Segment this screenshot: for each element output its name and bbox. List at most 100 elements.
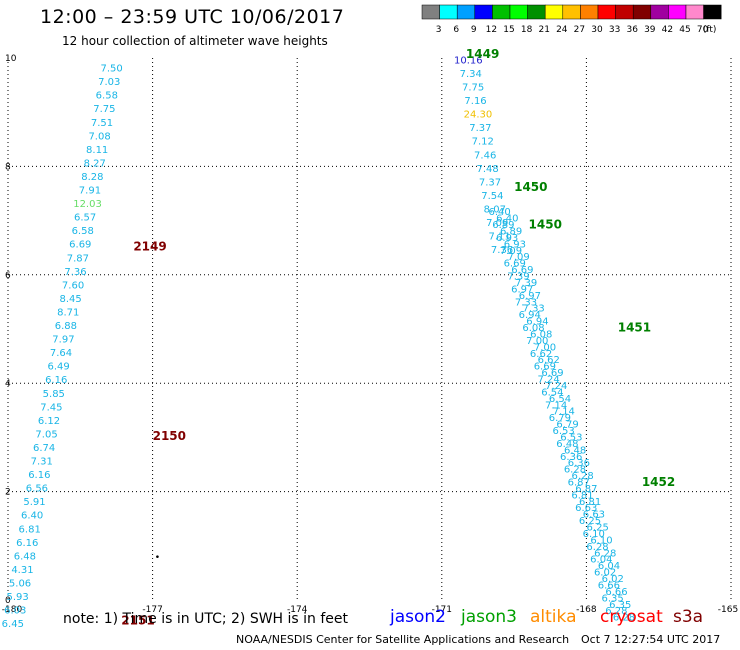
data-dot <box>156 555 159 558</box>
wave-height-value: 6.02 <box>602 574 624 585</box>
legend-altika: altika <box>530 607 577 627</box>
wave-height-value: 6.94 <box>526 317 548 328</box>
timestamp: Oct 7 12:27:54 UTC 2017 <box>581 633 721 646</box>
wave-height-value: 5.93 <box>7 592 29 603</box>
page-subtitle: 12 hour collection of altimeter wave hei… <box>62 34 328 48</box>
wave-height-value: 6.97 <box>511 284 533 295</box>
wave-height-value: 6.81 <box>579 497 601 508</box>
color-scale-label: 9 <box>471 25 477 35</box>
page-title: 12:00 – 23:59 UTC 10/06/2017 <box>40 6 345 28</box>
wave-height-value: 6.36 <box>560 452 582 463</box>
wave-height-value: 7.60 <box>62 280 84 291</box>
wave-height-value: 6.93 <box>504 239 526 250</box>
color-swatch <box>615 4 634 20</box>
wave-height-value: 6.54 <box>549 394 571 405</box>
pass-time-label: 1450 <box>514 180 547 194</box>
wave-height-value: 6.81 <box>571 490 593 501</box>
wave-height-value: 6.25 <box>579 516 601 527</box>
wave-height-value: 7.46 <box>474 150 496 161</box>
wave-height-value: 6.81 <box>19 524 41 535</box>
wave-height-value: 6.88 <box>55 321 77 332</box>
wave-height-value: 7.14 <box>545 400 567 411</box>
wave-height-value: 6.16 <box>16 538 38 549</box>
wave-height-value: 6.16 <box>28 470 50 481</box>
color-scale-label: 12 <box>486 25 497 35</box>
color-swatch <box>562 4 581 20</box>
wave-height-value: 7.51 <box>91 118 113 129</box>
color-swatch <box>509 4 528 20</box>
wave-height-value: 6.62 <box>538 355 560 366</box>
wave-height-value: 8.45 <box>60 294 82 305</box>
wave-height-value: 7.33 <box>515 297 537 308</box>
wave-height-value: 7.24 <box>537 375 559 386</box>
wave-height-value: 7.09 <box>507 252 529 263</box>
color-scale-label: 33 <box>609 25 620 35</box>
x-tick-label: -174 <box>287 605 308 615</box>
wave-height-value: 5.91 <box>23 497 45 508</box>
wave-height-value: 6.02 <box>594 568 616 579</box>
wave-height-value: 6.28 <box>605 606 627 617</box>
wave-height-value: 6.87 <box>568 478 590 489</box>
wave-height-value: 6.48 <box>556 439 578 450</box>
wave-height-value: 8.11 <box>86 145 108 156</box>
wave-height-value: 7.50 <box>100 64 122 75</box>
wave-height-value: 6.28 <box>571 471 593 482</box>
wave-height-value: 6.49 <box>47 362 69 373</box>
wave-height-value: 5.06 <box>9 578 31 589</box>
wave-height-value: 6.04 <box>598 561 620 572</box>
wave-height-value: 6.97 <box>519 291 541 302</box>
wave-height-value: 6.69 <box>69 240 91 251</box>
wave-height-value: 7.45 <box>40 402 62 413</box>
wave-height-value: 7.36 <box>491 245 513 256</box>
pass-time-label: 1449 <box>466 47 499 61</box>
wave-height-value: 7.33 <box>523 304 545 315</box>
color-swatch <box>527 4 546 20</box>
pass-time-label: 2149 <box>133 239 166 253</box>
wave-height-value: 6.04 <box>590 555 612 566</box>
wave-height-value: 24.30 <box>464 110 493 121</box>
wave-height-value: 7.91 <box>79 186 101 197</box>
color-swatch <box>474 4 493 20</box>
wave-height-value: 6.35 <box>609 600 631 611</box>
wave-height-value: 6.10 <box>583 529 605 540</box>
axis-ticks: -180 -177 -174 -171 -168 -165 0 2 4 6 8 10 <box>2 54 738 615</box>
color-scale-label: 3 <box>436 25 442 35</box>
x-tick-label: -165 <box>718 605 738 615</box>
color-scale-label: 18 <box>521 25 533 35</box>
footnote: note: 1) Time is in UTC; 2) SWH is in fe… <box>63 611 349 627</box>
wave-height-value: 6.48 <box>564 445 586 456</box>
credit-line: NOAA/NESDIS Center for Satellite Applica… <box>236 633 570 646</box>
x-tick-label: -171 <box>432 605 452 615</box>
legend-s3a: s3a <box>673 607 704 627</box>
wave-height-value: 10.16 <box>454 55 483 66</box>
wave-height-value: 7.37 <box>469 123 491 134</box>
wave-height-value: 6.89 <box>492 220 514 231</box>
wave-height-value: 7.39 <box>515 278 537 289</box>
legend-cryosat: cryosat <box>600 607 663 627</box>
wave-height-value: 6.28 <box>594 548 616 559</box>
wave-height-value: 7.97 <box>52 335 74 346</box>
wave-height-value: 6.12 <box>38 416 60 427</box>
wave-height-value: 7.12 <box>472 137 494 148</box>
color-swatch <box>685 4 704 20</box>
wave-height-value: 6.28 <box>586 542 608 553</box>
wave-height-value: 6.69 <box>504 259 526 270</box>
color-swatch <box>650 4 669 20</box>
y-tick-label: 4 <box>5 379 11 389</box>
wave-height-value: 6.66 <box>605 587 627 598</box>
wave-height-value: 6.56 <box>26 484 48 495</box>
wave-height-value: 5.85 <box>43 389 65 400</box>
color-scale-label: 24 <box>556 25 568 35</box>
color-swatch <box>597 4 616 20</box>
wave-height-value: 6.89 <box>500 226 522 237</box>
wave-height-value: 6.93 <box>496 233 518 244</box>
time-labels: 2149 2150 2151 1449 1450 1450 1451 1452 <box>121 47 675 627</box>
wave-height-value: 7.09 <box>500 246 522 257</box>
color-swatch <box>456 4 476 20</box>
x-tick-label: -177 <box>142 605 162 615</box>
y-tick-label: 0 <box>5 596 11 606</box>
color-swatch <box>668 4 687 20</box>
wave-height-value: 6.69 <box>534 362 556 373</box>
y-tick-label: 10 <box>5 54 17 64</box>
